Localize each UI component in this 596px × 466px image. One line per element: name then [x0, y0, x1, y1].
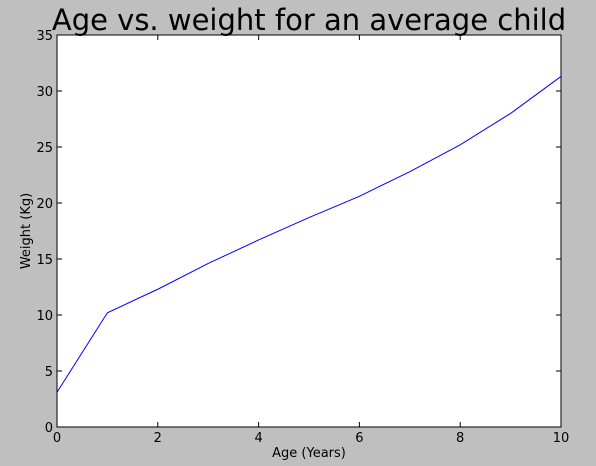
- y-tick-label: 25: [36, 141, 53, 156]
- plot-frame: [56, 34, 562, 428]
- y-tick-label: 30: [36, 85, 53, 100]
- y-tick-label: 15: [36, 253, 53, 268]
- y-axis-label: Weight (Kg): [19, 193, 34, 269]
- x-axis-label: Age (Years): [272, 446, 346, 461]
- y-tick-label: 35: [36, 29, 53, 44]
- chart-title: Age vs. weight for an average child: [52, 3, 566, 37]
- x-tick-label: 4: [254, 431, 262, 446]
- y-tick-label: 0: [45, 421, 53, 436]
- weight-series-line: [56, 76, 562, 393]
- x-tick-label: 8: [456, 431, 464, 446]
- x-tick-label: 0: [53, 431, 61, 446]
- y-tick-label: 5: [45, 365, 53, 380]
- x-tick-label: 10: [553, 431, 570, 446]
- y-tick-label: 20: [36, 197, 53, 212]
- x-tick-label: 6: [355, 431, 363, 446]
- y-tick-label: 10: [36, 309, 53, 324]
- x-tick-label: 2: [154, 431, 162, 446]
- plot-area: [57, 35, 561, 427]
- ticks-layer: 0 2 4 6 8 10 0 5 10 15 20 25 30 35: [36, 29, 569, 446]
